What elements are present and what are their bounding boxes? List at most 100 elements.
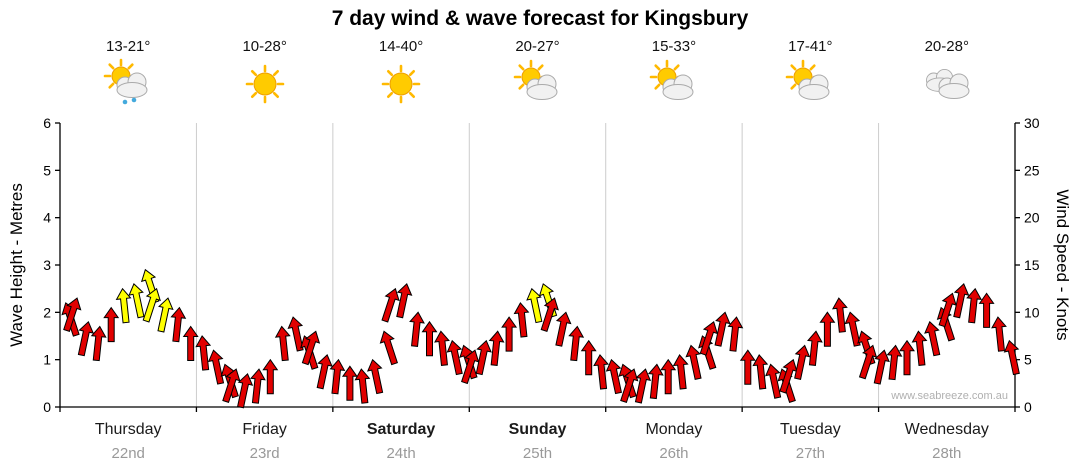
sun-ray <box>517 83 525 90</box>
x-day-label: Wednesday <box>905 421 989 438</box>
wind-arrow <box>886 344 903 381</box>
wind-arrow <box>752 354 769 390</box>
sun-ray <box>272 91 279 99</box>
sun-ray <box>108 82 115 89</box>
sun-ray <box>250 91 257 99</box>
wind-arrow <box>434 330 450 366</box>
y-left-tick-label: 6 <box>43 115 51 131</box>
wind-arrow <box>568 325 585 362</box>
wind-arrow <box>103 306 120 343</box>
x-date-label: 22nd <box>112 445 145 462</box>
wind-arrow <box>911 330 928 366</box>
sun-disc <box>389 72 413 96</box>
wind-arrow <box>526 287 543 324</box>
wind-arrow <box>794 344 811 380</box>
y-right-tick-label: 25 <box>1024 162 1040 178</box>
sun-ray <box>654 64 661 71</box>
x-day-label: Saturday <box>367 421 436 438</box>
wind-arrow <box>90 325 107 362</box>
temp-range-label: 13-21° <box>106 38 151 55</box>
wind-arrow <box>819 311 836 347</box>
sun-ray <box>809 64 816 71</box>
cloud-shape <box>116 72 148 98</box>
wind-arrow <box>63 297 82 332</box>
y-left-tick-label: 1 <box>43 352 51 368</box>
wind-arrow <box>301 330 321 366</box>
day-summary-cell: 14-40° <box>353 38 449 113</box>
wind-arrow <box>555 311 572 347</box>
cloud-icon <box>925 68 970 99</box>
temp-range-label: 10-28° <box>242 38 287 55</box>
sun-icon <box>381 64 421 104</box>
temp-range-label: 20-28° <box>924 38 969 55</box>
sun-ray <box>408 69 416 77</box>
wind-arrow <box>170 306 187 343</box>
wind-arrow <box>157 297 174 333</box>
sun-ray <box>408 91 416 99</box>
wind-arrow <box>593 354 610 390</box>
wind-arrow <box>142 287 161 323</box>
wind-arrow <box>115 287 132 324</box>
wind-arrow <box>620 368 639 403</box>
y-right-tick-label: 0 <box>1024 399 1032 415</box>
wind-arrow <box>366 358 384 395</box>
day-summary-cell: 17-41° <box>762 38 858 113</box>
wind-arrow <box>672 354 689 390</box>
wind-arrow <box>274 325 291 362</box>
wind-arrow <box>237 373 254 409</box>
wind-arrow <box>77 320 95 357</box>
sun-disc <box>253 72 277 96</box>
wind-arrow <box>379 330 398 366</box>
wind-arrow <box>222 368 241 403</box>
wind-arrow <box>475 339 492 376</box>
wind-arrow <box>831 297 848 333</box>
x-date-label: 27th <box>796 445 825 462</box>
y-left-tick-label: 2 <box>43 304 51 320</box>
wind-arrow <box>764 363 782 399</box>
y-right-tick-label: 30 <box>1024 115 1040 131</box>
y-left-tick-label: 4 <box>43 210 51 226</box>
wind-arrow <box>899 339 915 376</box>
wind-arrow <box>249 368 266 404</box>
x-date-label: 23rd <box>250 445 280 462</box>
wind-arrow <box>262 358 279 395</box>
sun-ray <box>272 69 279 77</box>
y-left-tick-label: 5 <box>43 162 51 178</box>
y-left-axis-title: Wave Height - Metres <box>7 183 26 347</box>
day-summary-cell: 20-28° <box>899 38 995 113</box>
sun-cloud-icon <box>649 59 694 100</box>
wind-arrow <box>513 302 530 338</box>
wind-arrow <box>316 354 333 390</box>
sun-cloud-icon <box>513 59 557 100</box>
wind-arrow <box>844 311 861 347</box>
temp-range-label: 15-33° <box>651 38 697 55</box>
wind-arrow <box>647 363 664 400</box>
y-left-tick-label: 0 <box>43 399 51 415</box>
cloud-shape <box>798 74 830 100</box>
temp-range-label: 17-41° <box>788 38 833 55</box>
rain-drop <box>131 97 137 103</box>
sun-icon <box>245 64 284 104</box>
day-summary-cell: 20-27° <box>490 38 586 113</box>
y-right-axis-title: Wind Speed - Knots <box>1053 189 1072 340</box>
wind-arrow <box>1003 339 1020 376</box>
wind-arrow <box>354 368 371 404</box>
wind-arrow <box>396 283 413 319</box>
wind-arrow <box>858 344 878 380</box>
cloud-shape <box>662 74 694 100</box>
x-date-label: 26th <box>659 445 688 462</box>
sun-cloud-icon <box>786 59 830 100</box>
sun-ray <box>127 63 134 70</box>
wind-arrow <box>953 283 970 319</box>
y-right-tick-label: 15 <box>1024 257 1040 273</box>
wind-arrow <box>421 320 438 357</box>
wind-arrow <box>727 316 744 352</box>
temp-range-label: 20-27° <box>515 38 560 55</box>
cloud-shape <box>938 73 970 99</box>
cloud-shape <box>526 74 557 100</box>
sun-ray <box>536 64 544 71</box>
sun-ray <box>250 69 257 77</box>
sun-ray <box>387 69 394 77</box>
wind-arrow <box>699 320 719 356</box>
